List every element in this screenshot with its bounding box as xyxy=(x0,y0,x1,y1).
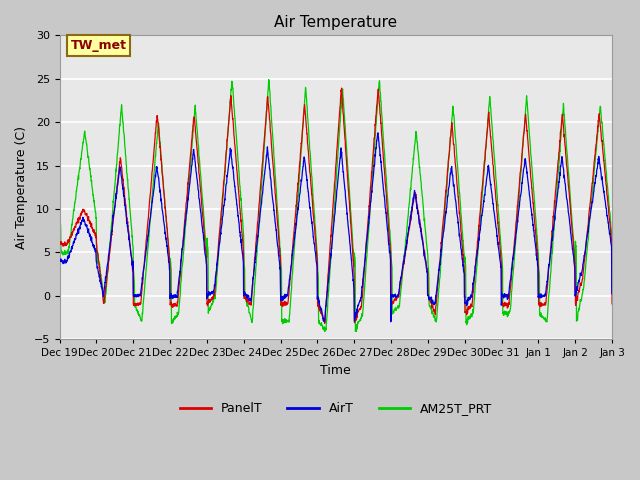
Title: Air Temperature: Air Temperature xyxy=(275,15,397,30)
AM25T_PRT xyxy=(56,216,63,222)
PanelT xyxy=(338,85,346,91)
AM25T_PRT xyxy=(353,326,360,332)
Line: AirT: AirT xyxy=(60,133,612,322)
AirT xyxy=(608,291,616,297)
AM25T_PRT xyxy=(608,235,616,240)
AirT xyxy=(210,288,218,293)
AM25T_PRT xyxy=(497,242,504,248)
PanelT xyxy=(321,321,328,326)
AirT xyxy=(364,229,372,235)
PanelT xyxy=(497,255,504,261)
AM25T_PRT xyxy=(265,77,273,83)
AM25T_PRT xyxy=(321,329,329,335)
Legend: PanelT, AirT, AM25T_PRT: PanelT, AirT, AM25T_PRT xyxy=(175,397,497,420)
AM25T_PRT xyxy=(210,296,218,302)
AirT xyxy=(497,264,504,270)
Line: PanelT: PanelT xyxy=(60,88,612,324)
AirT xyxy=(575,277,583,283)
AirT xyxy=(560,168,568,174)
X-axis label: Time: Time xyxy=(321,364,351,377)
PanelT xyxy=(560,126,568,132)
AM25T_PRT xyxy=(560,105,568,110)
Text: TW_met: TW_met xyxy=(70,39,127,52)
Y-axis label: Air Temperature (C): Air Temperature (C) xyxy=(15,126,28,249)
PanelT xyxy=(608,301,616,307)
PanelT xyxy=(56,240,63,246)
AM25T_PRT xyxy=(364,234,372,240)
Line: AM25T_PRT: AM25T_PRT xyxy=(60,80,612,332)
AM25T_PRT xyxy=(575,305,583,311)
AirT xyxy=(374,130,382,136)
PanelT xyxy=(353,315,360,321)
AirT xyxy=(56,258,63,264)
AirT xyxy=(352,310,360,315)
PanelT xyxy=(364,216,372,222)
AirT xyxy=(387,319,395,324)
PanelT xyxy=(575,287,583,293)
PanelT xyxy=(210,293,218,299)
